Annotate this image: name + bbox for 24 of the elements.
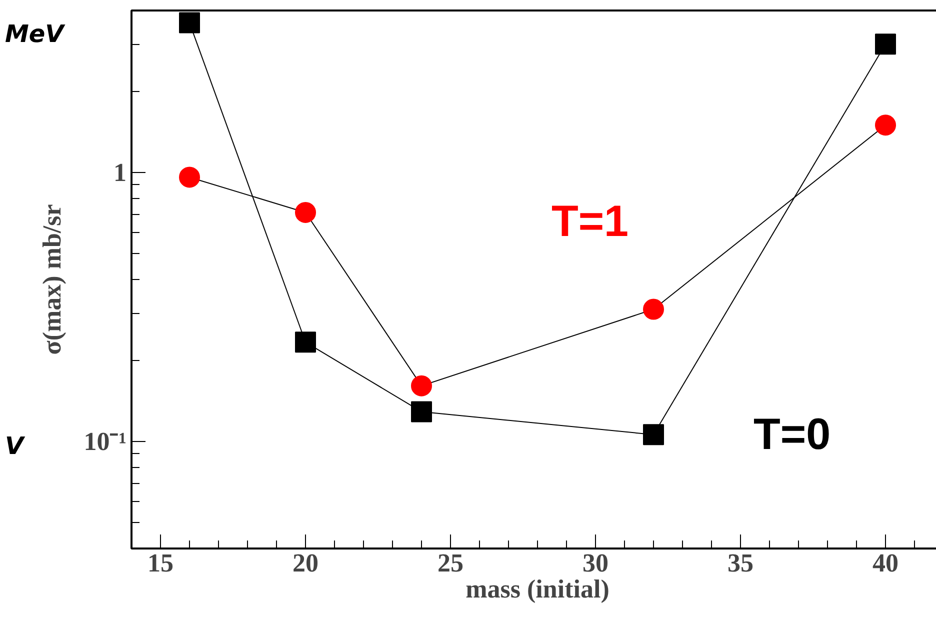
point (875, 34, 896, 55)
point (411, 375, 432, 396)
x-tick-label: 25 (438, 548, 464, 578)
x-tick-label: 15 (148, 548, 174, 578)
text: MeV (5, 19, 64, 50)
series-label: T=0 (754, 410, 831, 460)
series-label: T=1 (551, 196, 629, 246)
point (295, 202, 316, 223)
x-tick-label: 35 (728, 548, 754, 578)
text: V (5, 431, 24, 462)
x-tick-label: 30 (582, 548, 608, 578)
point (643, 424, 664, 446)
point (179, 12, 200, 34)
x-tick-label: 40 (872, 548, 898, 578)
x-tick-label: 20 (292, 548, 318, 578)
y-tick-label: 1 (114, 158, 126, 187)
y-tick-label: 10⁻¹ (84, 426, 126, 456)
x-axis-title: mass (initial) (466, 574, 610, 604)
point (179, 166, 200, 188)
y-axis-title: σ(max) mb/sr (38, 204, 67, 355)
point (411, 401, 432, 422)
point (295, 332, 316, 353)
point (875, 114, 896, 136)
point (643, 298, 664, 320)
